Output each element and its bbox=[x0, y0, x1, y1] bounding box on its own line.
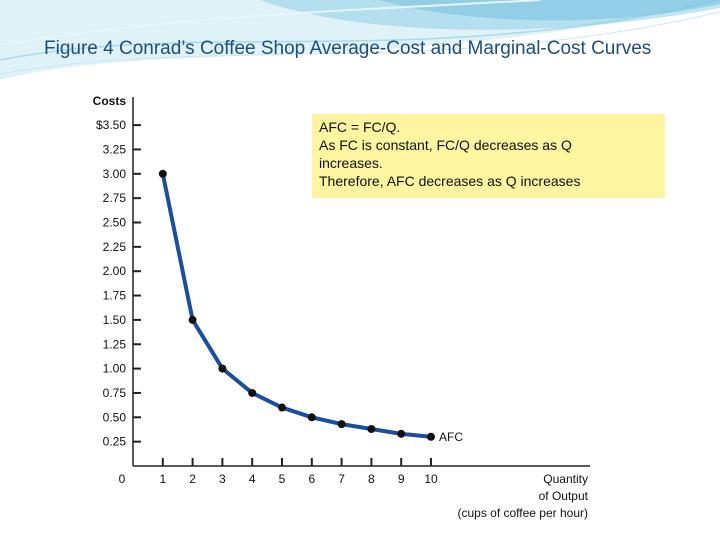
annotation-line-1: AFC = FC/Q. bbox=[319, 119, 401, 135]
x-tick-label: 0 bbox=[119, 472, 126, 486]
afc-data-point bbox=[427, 432, 435, 441]
afc-data-point bbox=[337, 420, 346, 429]
y-tick-label: 1.75 bbox=[103, 289, 127, 303]
y-tick-label: 2.75 bbox=[103, 191, 127, 205]
afc-data-point bbox=[367, 424, 376, 433]
x-axis-title-line-2: of Output bbox=[538, 489, 588, 503]
afc-data-point bbox=[218, 364, 227, 373]
chart-ticks: 0.25 0.50 0.75 1.00 1.25 1.50 1.75 2.00 2.25 2.50… bbox=[96, 118, 438, 486]
afc-data-point bbox=[158, 169, 167, 178]
x-tick-label: 7 bbox=[338, 472, 345, 486]
background-swoosh bbox=[0, 0, 720, 80]
x-tick-label: 9 bbox=[398, 472, 405, 486]
slide-title: Figure 4 Conrad’s Coffee Shop Average-Co… bbox=[44, 38, 652, 59]
y-tick-label: 3.00 bbox=[103, 167, 127, 181]
annotation-line-2: As FC is constant, FC/Q decreases as Q bbox=[319, 137, 572, 153]
x-tick-label: 8 bbox=[368, 472, 375, 486]
x-tick-label: 1 bbox=[159, 472, 166, 486]
afc-series-label: AFC bbox=[439, 430, 463, 444]
annotation-line-4: Therefore, AFC decreases as Q increases bbox=[319, 173, 581, 189]
y-tick-label: 0.75 bbox=[103, 386, 127, 400]
x-tick-label: 3 bbox=[219, 472, 226, 486]
afc-curve-line bbox=[160, 173, 432, 439]
afc-data-point bbox=[248, 388, 257, 397]
x-tick-label: 2 bbox=[189, 472, 196, 486]
afc-data-point bbox=[397, 429, 406, 438]
x-axis-title-line-1: Quantity bbox=[543, 472, 588, 486]
annotation-box bbox=[312, 114, 665, 198]
x-tick-label: 4 bbox=[249, 472, 256, 486]
afc-data-point bbox=[188, 315, 197, 324]
afc-data-point bbox=[307, 413, 316, 422]
y-tick-label: 1.25 bbox=[103, 337, 127, 351]
y-tick-label: 0.25 bbox=[103, 435, 127, 449]
x-tick-label: 5 bbox=[279, 472, 286, 486]
afc-data-point bbox=[278, 403, 286, 412]
y-axis-title: Costs bbox=[93, 94, 127, 108]
annotation-text: AFC = FC/Q. As FC is constant, FC/Q decr… bbox=[319, 118, 659, 190]
y-tick-label: 1.00 bbox=[103, 362, 127, 376]
y-tick-label: 3.25 bbox=[103, 142, 127, 156]
x-tick-label: 6 bbox=[308, 472, 315, 486]
y-tick-label: 1.50 bbox=[103, 313, 127, 327]
y-tick-label: 2.25 bbox=[103, 240, 127, 254]
series-layer: AFC bbox=[158, 169, 463, 444]
y-tick-label: 2.50 bbox=[103, 216, 127, 230]
x-tick-label: 10 bbox=[424, 472, 438, 486]
chart-axes: Costs bbox=[93, 94, 590, 467]
y-tick-label: $3.50 bbox=[96, 118, 126, 132]
annotation-line-3: increases. bbox=[319, 155, 383, 171]
y-tick-label: 2.00 bbox=[103, 264, 127, 278]
y-tick-label: 0.50 bbox=[103, 410, 127, 424]
x-axis-title-line-3: (cups of coffee per hour) bbox=[457, 506, 588, 520]
x-axis-title: Quantity of Output (cups of coffee per h… bbox=[420, 471, 588, 522]
